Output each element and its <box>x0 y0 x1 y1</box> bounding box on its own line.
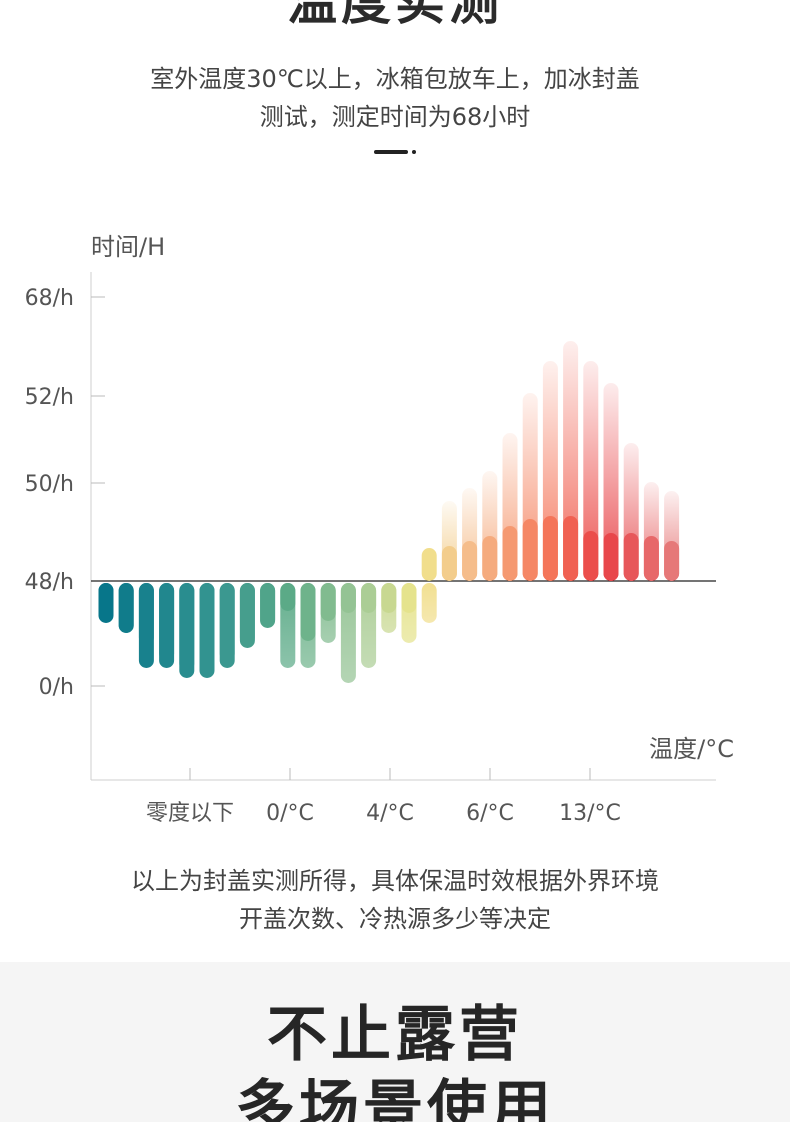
bar-front <box>361 583 377 613</box>
intro-text: 室外温度30℃以上，冰箱包放车上，加冰封盖 测试，测定时间为68小时 <box>0 60 790 136</box>
x-tick-label: 6/°C <box>466 801 514 826</box>
bar-front <box>563 516 579 581</box>
y-tick-label: 0/h <box>39 675 74 700</box>
next-title-line-2: 多场景使用 <box>235 1074 555 1122</box>
bar-front <box>118 583 134 633</box>
y-tick-label: 48/h <box>25 570 74 595</box>
x-axis-label: 温度/°C <box>649 735 734 763</box>
bar-front <box>159 583 175 668</box>
y-axis-label: 时间/H <box>91 233 165 261</box>
bar-front <box>522 519 538 581</box>
bar-front <box>260 583 276 628</box>
bar-front <box>179 583 195 678</box>
bar-front <box>320 583 336 621</box>
bar-front <box>239 583 255 648</box>
footnote-line-1: 以上为封盖实测所得，具体保温时效根据外界环境 <box>131 867 659 895</box>
bar-front <box>401 583 417 613</box>
bar-front <box>603 533 619 581</box>
temperature-chart: 68/h 52/h 50/h 48/h 0/h 零度以下 0/°C 4/°C 6/°C 13/°C… <box>25 233 734 826</box>
x-tick-label: 0/°C <box>266 801 314 826</box>
footnote: 以上为封盖实测所得，具体保温时效根据外界环境 开盖次数、冷热源多少等决定 <box>0 862 790 938</box>
bar-front <box>381 583 397 613</box>
next-section-title: 不止露营 多场景使用 <box>0 998 790 1122</box>
x-tick-label: 零度以下 <box>146 801 234 826</box>
bar-front <box>664 541 680 581</box>
next-title-line-1: 不止露营 <box>267 1000 523 1070</box>
bar-front <box>421 548 437 581</box>
y-tick-label: 50/h <box>25 472 74 497</box>
bar-front <box>219 583 235 668</box>
title-divider-dot <box>412 150 416 154</box>
title-divider <box>374 150 408 154</box>
bar-front <box>542 516 558 581</box>
bar-front <box>138 583 154 668</box>
bar-back <box>603 383 619 581</box>
bar-front <box>482 536 498 581</box>
bar-front <box>199 583 215 678</box>
y-tick-label: 68/h <box>25 286 74 311</box>
intro-line-1: 室外温度30℃以上，冰箱包放车上，加冰封盖 <box>150 65 640 93</box>
bar-front <box>502 526 518 581</box>
bar-back <box>421 583 437 623</box>
bar-front <box>98 583 114 623</box>
bar-front <box>300 583 316 641</box>
x-tick-label: 4/°C <box>366 801 414 826</box>
bar-back <box>583 361 599 581</box>
section-title: 温度实测 <box>287 0 503 31</box>
footnote-line-2: 开盖次数、冷热源多少等决定 <box>239 905 551 933</box>
next-section: 不止露营 多场景使用 <box>0 962 790 1122</box>
bar-front <box>340 583 356 613</box>
intro-line-2: 测试，测定时间为68小时 <box>259 103 531 131</box>
bar-front <box>623 533 639 581</box>
y-tick-label: 52/h <box>25 385 74 410</box>
x-tick-label: 13/°C <box>559 801 621 826</box>
bar-front <box>462 541 478 581</box>
bar-front <box>643 536 659 581</box>
bar-front <box>583 531 599 581</box>
bar-front <box>280 583 296 611</box>
bar-front <box>441 546 457 581</box>
